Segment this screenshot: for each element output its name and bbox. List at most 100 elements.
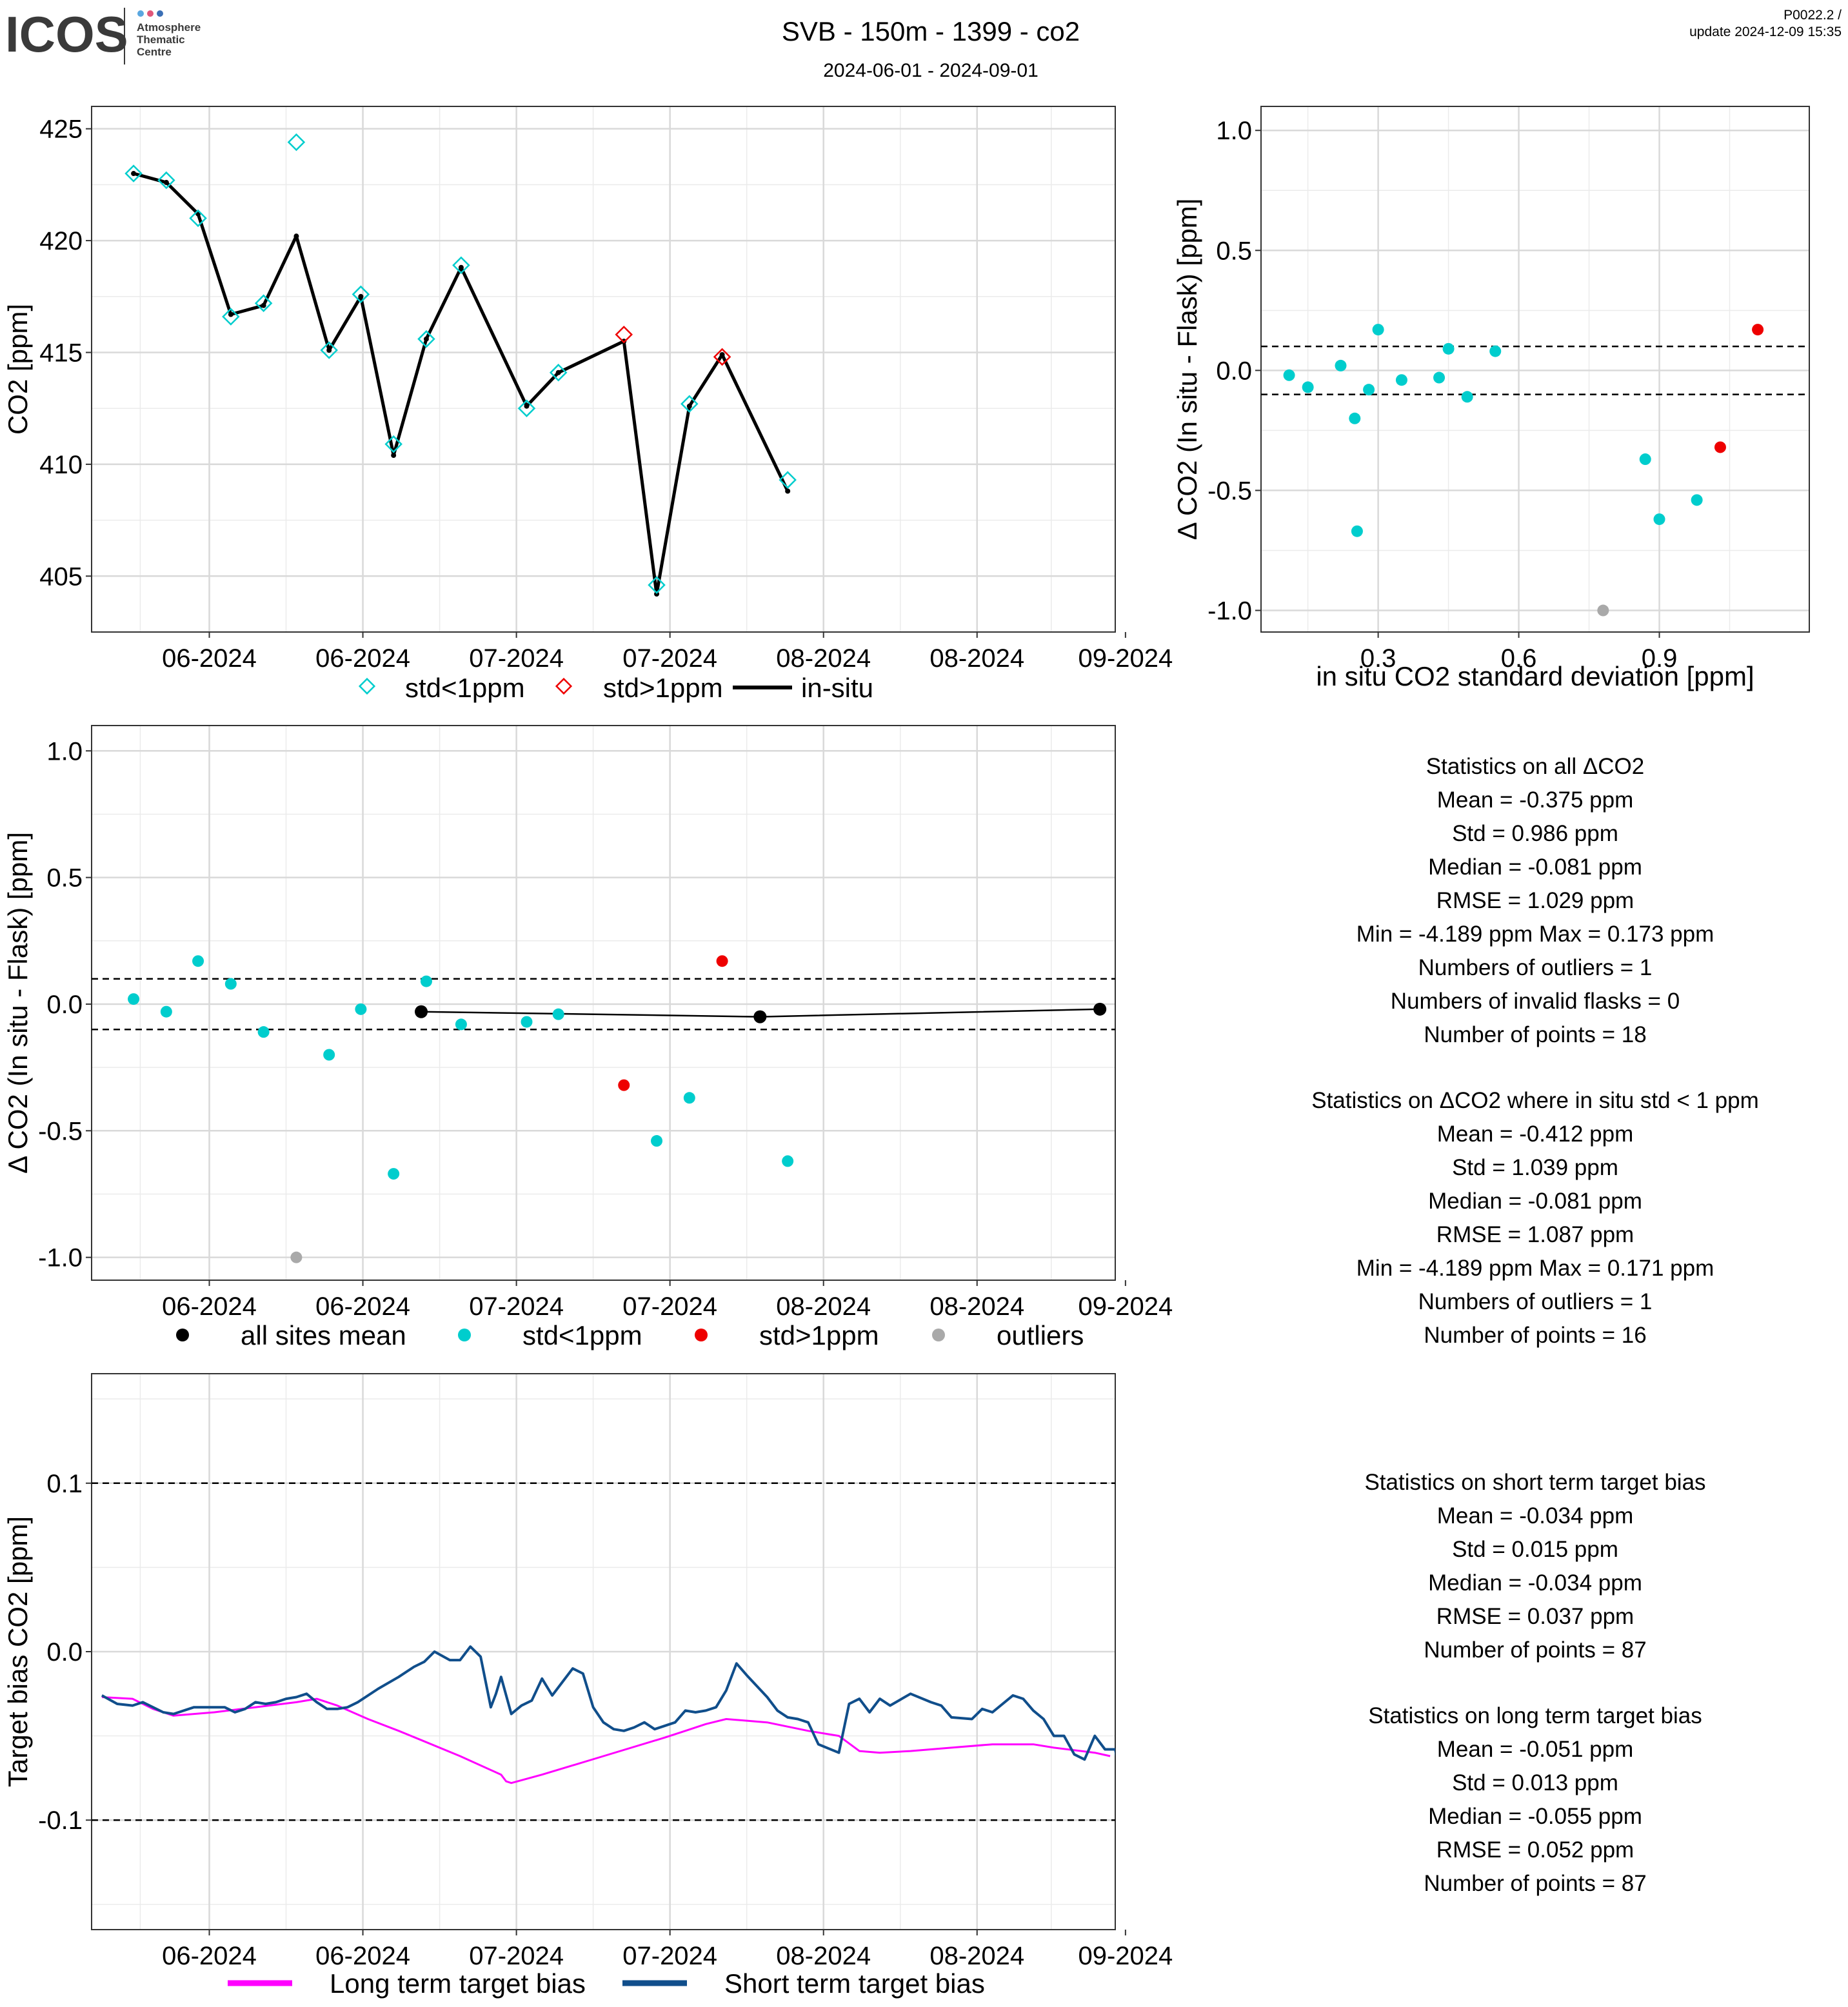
flask-point-std-lt1 bbox=[352, 285, 370, 304]
logo-sub-3: Centre bbox=[137, 46, 172, 58]
y-tick-label: 0.0 bbox=[1216, 357, 1252, 385]
y-tick-label: 410 bbox=[39, 451, 83, 479]
logo-dot-pink-icon bbox=[147, 10, 154, 17]
delta-point-std-lt1 bbox=[160, 1005, 172, 1018]
legend-all-sites-mean: all sites mean bbox=[241, 1320, 406, 1350]
scatter-point-std-gt1 bbox=[1752, 324, 1764, 336]
x-tick-label: 08-2024 bbox=[776, 644, 871, 673]
scatter-point-std-lt1 bbox=[1489, 345, 1502, 357]
page-title: SVB - 150m - 1399 - co2 bbox=[782, 16, 1080, 46]
stats-lt1-outliers: Numbers of outliers = 1 bbox=[1418, 1289, 1653, 1314]
stats-lt1-std: Std = 1.039 ppm bbox=[1452, 1155, 1618, 1180]
scatter-point-std-lt1 bbox=[1639, 453, 1651, 466]
x-tick-label: 08-2024 bbox=[776, 1942, 871, 1970]
x-tick-label: 06-2024 bbox=[315, 644, 410, 673]
stats-long-std: Std = 0.013 ppm bbox=[1452, 1770, 1618, 1795]
delta-point-outlier bbox=[290, 1251, 303, 1263]
legend-p4: Long term target bias Short term target … bbox=[228, 1968, 985, 1999]
y-tick-label: 1.0 bbox=[46, 737, 83, 766]
x-axis-label: in situ CO2 standard deviation [ppm] bbox=[1316, 661, 1754, 691]
stats-all-outliers: Numbers of outliers = 1 bbox=[1418, 955, 1653, 980]
stats-all-rmse: RMSE = 1.029 ppm bbox=[1436, 888, 1634, 913]
logo-sub-1: Atmosphere bbox=[137, 21, 201, 34]
stats-lt1-mean: Mean = -0.412 ppm bbox=[1437, 1122, 1634, 1147]
y-axis-label: Target bias CO2 [ppm] bbox=[3, 1516, 33, 1787]
legend-long-term: Long term target bias bbox=[330, 1968, 586, 1999]
stats-long-mean: Mean = -0.051 ppm bbox=[1437, 1737, 1634, 1762]
stats-lt1-minmax: Min = -4.189 ppm Max = 0.171 ppm bbox=[1356, 1256, 1714, 1281]
y-tick-label: 415 bbox=[39, 339, 83, 367]
x-tick-label: 06-2024 bbox=[162, 1292, 257, 1321]
x-tick-label: 07-2024 bbox=[622, 644, 717, 673]
legend-outliers: outliers bbox=[997, 1320, 1084, 1350]
insitu-point bbox=[326, 348, 332, 353]
logo-dot-blue-icon bbox=[137, 10, 144, 17]
y-axis-label: Δ CO2 (In situ - Flask) [ppm] bbox=[1172, 199, 1202, 540]
x-tick-label: 0.6 bbox=[1501, 644, 1537, 673]
legend-std-gt1: std>1ppm bbox=[603, 673, 723, 703]
scatter-point-std-lt1 bbox=[1433, 371, 1446, 384]
delta-point-std-lt1 bbox=[323, 1049, 335, 1061]
long-term-bias-line bbox=[101, 1696, 1111, 1785]
flask-point-std-lt1 bbox=[384, 435, 402, 453]
x-tick-label: 07-2024 bbox=[622, 1942, 717, 1970]
all-sites-mean-point bbox=[1093, 1002, 1107, 1016]
stats-short-title: Statistics on short term target bias bbox=[1364, 1470, 1705, 1495]
plot-border bbox=[91, 725, 1116, 1281]
stats-all-mean: Mean = -0.375 ppm bbox=[1437, 787, 1634, 813]
legend-grey-dot-icon bbox=[932, 1329, 945, 1341]
y-tick-label: 1.0 bbox=[1216, 117, 1252, 145]
stats-short-mean: Mean = -0.034 ppm bbox=[1437, 1503, 1634, 1528]
flask-point-std-lt1 bbox=[254, 294, 273, 312]
y-tick-label: -0.1 bbox=[38, 1806, 83, 1835]
logo-dot-navy-icon bbox=[157, 10, 163, 17]
insitu-point bbox=[131, 171, 137, 177]
scatter-point-std-lt1 bbox=[1351, 525, 1363, 537]
flask-point-std-lt1 bbox=[549, 363, 568, 382]
stats-long-median: Median = -0.055 ppm bbox=[1428, 1804, 1642, 1829]
insitu-point bbox=[458, 264, 464, 270]
plot-background bbox=[1261, 106, 1809, 632]
plot-background bbox=[92, 106, 1115, 632]
legend-red-dot-icon bbox=[695, 1329, 708, 1341]
insitu-point bbox=[524, 403, 530, 409]
y-tick-label: 0.0 bbox=[46, 1638, 83, 1666]
insitu-point bbox=[358, 293, 364, 299]
header: ICOS Atmosphere Thematic Centre SVB - 15… bbox=[5, 6, 1842, 81]
stats-all-std: Std = 0.986 ppm bbox=[1452, 821, 1618, 846]
insitu-point bbox=[261, 302, 266, 308]
scatter-point-std-lt1 bbox=[1335, 359, 1347, 371]
x-tick-label: 08-2024 bbox=[776, 1292, 871, 1321]
x-tick-label: 08-2024 bbox=[929, 1292, 1024, 1321]
flask-point-std-gt1 bbox=[615, 325, 633, 344]
delta-timeseries-plot: 1.0 0.5 0.0 -0.5 -1.0 06-2024 06-2024 07-2024 07… bbox=[3, 725, 1173, 1321]
insitu-point bbox=[719, 351, 725, 357]
flask-point-std-lt1 bbox=[452, 256, 470, 275]
delta-point-std-lt1 bbox=[257, 1026, 270, 1038]
legend-std-lt1: std<1ppm bbox=[405, 673, 525, 703]
scatter-point-std-lt1 bbox=[1283, 369, 1295, 381]
flask-point-std-lt1 bbox=[681, 395, 699, 413]
x-tick-label: 09-2024 bbox=[1078, 1292, 1173, 1321]
legend-p3: all sites mean std<1ppm std>1ppm outlier… bbox=[176, 1320, 1084, 1350]
x-tick-label: 08-2024 bbox=[929, 1942, 1024, 1970]
x-tick-label: 06-2024 bbox=[315, 1292, 410, 1321]
x-tick-label: 07-2024 bbox=[469, 644, 564, 673]
delta-point-std-lt1 bbox=[455, 1018, 467, 1031]
stats-long: Statistics on long term target bias Mean… bbox=[1368, 1703, 1702, 1896]
insitu-point bbox=[391, 453, 397, 459]
legend-p3-std-gt1: std>1ppm bbox=[759, 1320, 879, 1350]
co2-timeseries-plot: 405 410 415 420 425 06-2024 06-2024 07-2024 07-2… bbox=[3, 106, 1173, 673]
y-tick-label: -0.5 bbox=[38, 1117, 83, 1145]
y-tick-label: 0.5 bbox=[1216, 237, 1252, 265]
stats-short-std: Std = 0.015 ppm bbox=[1452, 1537, 1618, 1562]
delta-point-std-gt1 bbox=[618, 1079, 630, 1091]
stats-short-rmse: RMSE = 0.037 ppm bbox=[1436, 1604, 1634, 1629]
x-tick-label: 06-2024 bbox=[162, 644, 257, 673]
scatter-point-std-lt1 bbox=[1372, 324, 1384, 336]
x-tick-label: 0.9 bbox=[1642, 644, 1678, 673]
version-label: P0022.2 / bbox=[1783, 8, 1842, 23]
stats-lt1-title: Statistics on ΔCO2 where in situ std < 1… bbox=[1311, 1088, 1759, 1113]
flask-point-std-lt1 bbox=[124, 164, 143, 183]
